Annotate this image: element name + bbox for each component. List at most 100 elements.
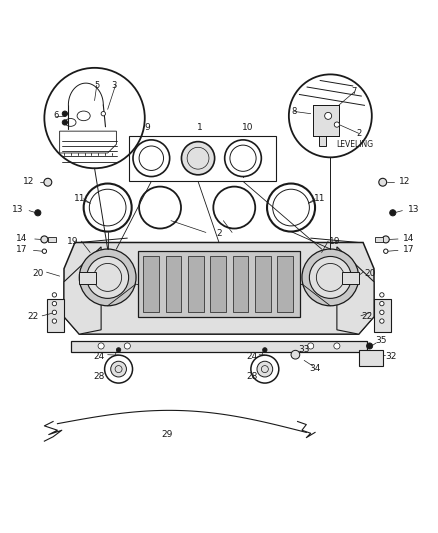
Circle shape [307, 343, 314, 349]
Polygon shape [337, 247, 374, 334]
Circle shape [291, 350, 300, 359]
Circle shape [62, 111, 67, 116]
Circle shape [380, 319, 384, 323]
Circle shape [302, 249, 359, 306]
Circle shape [84, 183, 132, 231]
Text: 9: 9 [144, 123, 150, 132]
Polygon shape [64, 243, 374, 334]
Text: 13: 13 [407, 205, 419, 214]
Text: 1: 1 [198, 123, 203, 132]
Circle shape [35, 210, 41, 216]
Circle shape [225, 140, 261, 176]
Circle shape [263, 348, 267, 352]
Circle shape [52, 319, 57, 323]
Text: 12: 12 [23, 177, 35, 186]
Text: 20: 20 [32, 269, 43, 278]
Bar [46, 299, 64, 332]
Circle shape [101, 111, 106, 116]
Text: 32: 32 [386, 351, 397, 360]
Bar [138, 251, 300, 317]
Bar [188, 256, 204, 312]
Text: 11: 11 [314, 195, 325, 203]
Bar [255, 256, 271, 312]
Circle shape [382, 236, 389, 243]
Text: 8: 8 [292, 107, 297, 116]
Bar [144, 256, 159, 312]
Text: 2: 2 [356, 129, 361, 138]
Bar [277, 256, 293, 312]
Circle shape [133, 140, 170, 176]
Bar [375, 237, 383, 241]
Circle shape [41, 236, 48, 243]
Bar [359, 350, 383, 366]
Bar [342, 272, 359, 284]
Circle shape [251, 355, 279, 383]
Text: 29: 29 [161, 430, 172, 439]
Text: 22: 22 [362, 312, 373, 321]
Circle shape [117, 348, 121, 352]
Circle shape [325, 112, 332, 119]
Text: 7: 7 [352, 87, 357, 96]
Circle shape [44, 68, 145, 168]
Text: 6: 6 [53, 111, 59, 120]
Circle shape [390, 210, 396, 216]
Circle shape [98, 343, 104, 349]
Circle shape [62, 120, 67, 125]
Circle shape [380, 302, 384, 306]
Text: 22: 22 [28, 312, 39, 321]
Text: 14: 14 [403, 233, 415, 243]
Bar [319, 135, 326, 147]
Circle shape [105, 355, 133, 383]
Text: 24: 24 [93, 351, 105, 360]
Text: 12: 12 [399, 177, 410, 186]
Text: 2: 2 [216, 229, 222, 238]
Circle shape [213, 187, 255, 229]
Text: 10: 10 [242, 123, 253, 132]
Circle shape [309, 256, 351, 298]
Circle shape [334, 122, 339, 127]
Text: 13: 13 [11, 205, 23, 214]
Bar [166, 256, 181, 312]
Circle shape [380, 293, 384, 297]
Text: 35: 35 [375, 336, 386, 345]
Circle shape [52, 310, 57, 314]
Text: 11: 11 [74, 195, 85, 203]
Polygon shape [64, 247, 101, 334]
Text: 3: 3 [112, 81, 117, 90]
Bar [210, 256, 226, 312]
Bar [71, 341, 367, 352]
Bar [79, 272, 96, 284]
Circle shape [380, 310, 384, 314]
Text: 17: 17 [403, 245, 415, 254]
Text: LEVELING: LEVELING [336, 140, 373, 149]
Bar [313, 105, 339, 135]
Text: 20: 20 [364, 269, 375, 278]
Circle shape [257, 361, 273, 377]
Circle shape [87, 256, 129, 298]
Circle shape [367, 343, 373, 349]
Circle shape [111, 361, 127, 377]
Circle shape [181, 142, 215, 175]
Text: 28: 28 [93, 372, 105, 381]
Circle shape [379, 179, 387, 186]
Circle shape [139, 187, 181, 229]
Bar [313, 105, 339, 135]
Bar [233, 256, 248, 312]
Circle shape [52, 302, 57, 306]
Text: 14: 14 [16, 233, 27, 243]
Text: 17: 17 [16, 245, 28, 254]
Circle shape [334, 343, 340, 349]
Circle shape [289, 75, 372, 157]
Text: 5: 5 [94, 81, 99, 90]
Circle shape [124, 343, 131, 349]
Text: 28: 28 [246, 372, 258, 381]
Text: 34: 34 [309, 364, 321, 373]
Text: 24: 24 [246, 351, 258, 360]
Text: 19: 19 [329, 237, 340, 246]
Bar [48, 237, 56, 241]
Text: 33: 33 [298, 345, 310, 354]
Circle shape [52, 293, 57, 297]
Circle shape [267, 183, 315, 231]
Bar [374, 299, 392, 332]
Circle shape [79, 249, 136, 306]
